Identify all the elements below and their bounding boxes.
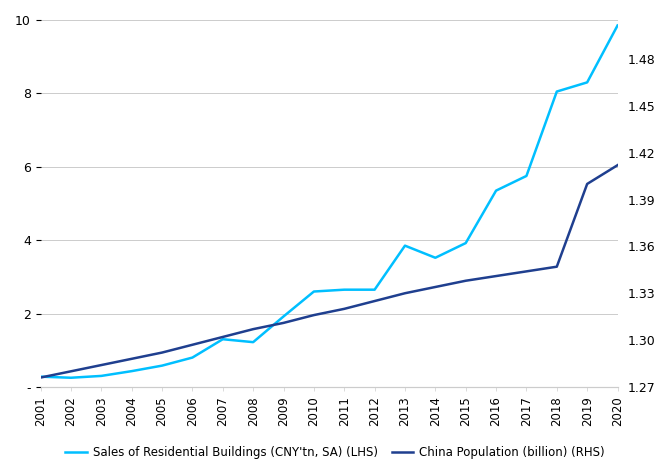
Sales of Residential Buildings (CNY'tn, SA) (LHS) [553,89,561,94]
China Population (billion) (RHS) [188,342,196,347]
Sales of Residential Buildings (CNY'tn, SA) (LHS) [97,373,105,379]
Sales of Residential Buildings (CNY'tn, SA) (LHS) [158,363,166,368]
Sales of Residential Buildings (CNY'tn, SA) (LHS) [401,243,409,248]
China Population (billion) (RHS) [158,350,166,356]
Sales of Residential Buildings (CNY'tn, SA) (LHS) [219,337,227,342]
Sales of Residential Buildings (CNY'tn, SA) (LHS) [583,80,591,85]
China Population (billion) (RHS) [249,326,257,332]
China Population (billion) (RHS) [583,181,591,187]
Sales of Residential Buildings (CNY'tn, SA) (LHS) [37,374,45,380]
China Population (billion) (RHS) [462,278,470,283]
China Population (billion) (RHS) [219,334,227,340]
China Population (billion) (RHS) [37,375,45,381]
Sales of Residential Buildings (CNY'tn, SA) (LHS) [462,240,470,246]
China Population (billion) (RHS) [492,273,500,279]
Sales of Residential Buildings (CNY'tn, SA) (LHS) [523,173,531,179]
Sales of Residential Buildings (CNY'tn, SA) (LHS) [67,375,75,381]
China Population (billion) (RHS) [431,284,440,290]
Sales of Residential Buildings (CNY'tn, SA) (LHS) [249,339,257,345]
China Population (billion) (RHS) [553,264,561,270]
China Population (billion) (RHS) [279,320,287,326]
Sales of Residential Buildings (CNY'tn, SA) (LHS) [431,255,440,261]
China Population (billion) (RHS) [401,291,409,296]
Sales of Residential Buildings (CNY'tn, SA) (LHS) [492,188,500,193]
China Population (billion) (RHS) [97,362,105,368]
Sales of Residential Buildings (CNY'tn, SA) (LHS) [310,289,318,294]
Legend: Sales of Residential Buildings (CNY'tn, SA) (LHS), China Population (billion) (R: Sales of Residential Buildings (CNY'tn, … [61,441,609,464]
Line: China Population (billion) (RHS): China Population (billion) (RHS) [41,165,618,378]
China Population (billion) (RHS) [371,298,379,304]
China Population (billion) (RHS) [523,269,531,274]
China Population (billion) (RHS) [340,306,348,312]
China Population (billion) (RHS) [614,163,622,168]
China Population (billion) (RHS) [67,368,75,374]
Sales of Residential Buildings (CNY'tn, SA) (LHS) [614,23,622,28]
China Population (billion) (RHS) [128,356,136,362]
Sales of Residential Buildings (CNY'tn, SA) (LHS) [279,314,287,319]
Sales of Residential Buildings (CNY'tn, SA) (LHS) [128,368,136,374]
Sales of Residential Buildings (CNY'tn, SA) (LHS) [340,287,348,292]
Line: Sales of Residential Buildings (CNY'tn, SA) (LHS): Sales of Residential Buildings (CNY'tn, … [41,26,618,378]
Sales of Residential Buildings (CNY'tn, SA) (LHS) [188,355,196,360]
Sales of Residential Buildings (CNY'tn, SA) (LHS) [371,287,379,292]
China Population (billion) (RHS) [310,312,318,318]
